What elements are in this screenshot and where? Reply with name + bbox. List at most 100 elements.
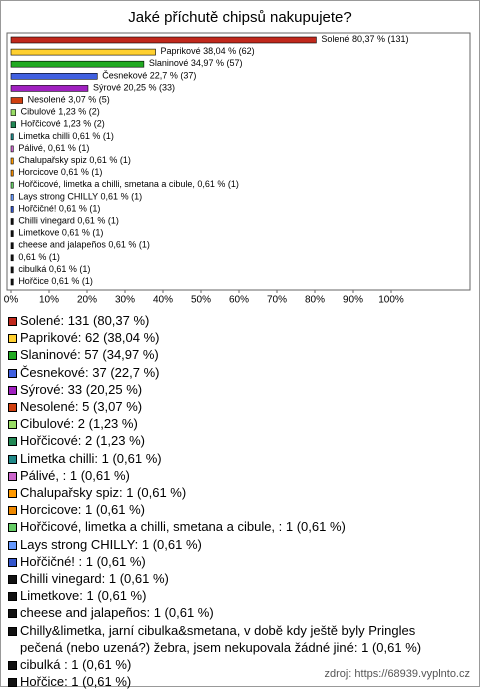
value-label: 0,61 % (1): [48, 143, 90, 153]
legend-label: Hořčice: 1 (0,61 %): [20, 674, 132, 690]
category-label: Limetkove: [18, 228, 59, 238]
value-label: 1,23 % (2): [58, 107, 100, 117]
x-tick-label: 60%: [229, 295, 249, 306]
legend-swatch: [8, 540, 17, 550]
bar: [10, 121, 16, 128]
legend-swatch: [8, 626, 17, 636]
legend-label: cibulká : 1 (0,61 %): [20, 657, 132, 673]
category-label: Cibulové: [21, 107, 56, 117]
category-label: Hořčicové: [21, 119, 61, 129]
value-label: 22,7 % (37): [150, 71, 197, 81]
value-label: 0,61 % (1): [61, 167, 103, 177]
category-label: Pálivé,: [18, 143, 45, 153]
value-label: 38,04 % (62): [203, 46, 255, 56]
legend-item: Limetka chilli: 1 (0,61 %): [8, 450, 448, 467]
legend-item: Cibulové: 2 (1,23 %): [8, 415, 448, 432]
value-label: 0,61 % (1): [72, 131, 114, 141]
legend-label: Chilly&limetka, jarní cibulka&smetana, v…: [20, 622, 422, 655]
legend-swatch: [8, 506, 17, 516]
bar: [10, 157, 14, 165]
bar: [10, 206, 14, 213]
bar: [10, 230, 14, 237]
legend-label: Cibulové: 2 (1,23 %): [20, 416, 138, 432]
chart: Jaké příchutě chipsů nakupujete? 0% 10% 20…: [4, 9, 471, 306]
legend-item: Chilli vinegard: 1 (0,61 %): [8, 570, 448, 587]
category-label: Lays strong CHILLY: [18, 192, 98, 202]
x-tick-label: 10%: [39, 295, 59, 306]
bar-label: Chilli vinegard 0,61 % (1): [18, 216, 119, 226]
value-label: 0,61 % (1): [77, 216, 119, 226]
legend-swatch: [8, 385, 17, 395]
bar: [10, 97, 23, 104]
bar-label: 0,61 % (1): [18, 252, 60, 262]
category-label: cibulká: [18, 264, 46, 274]
bar-label: Hořčice 0,61 % (1): [18, 276, 93, 286]
bar: [10, 36, 317, 44]
value-label: 0,61 % (1): [197, 180, 239, 190]
x-tick-label: 30%: [115, 295, 135, 306]
legend-label: Horcicove: 1 (0,61 %): [20, 502, 145, 518]
legend-label: Hořčičné! : 1 (0,61 %): [20, 553, 146, 569]
bar-label: Paprikové 38,04 % (62): [161, 46, 255, 56]
category-label: Paprikové: [161, 46, 201, 56]
value-label: 0,61 % (1): [49, 264, 91, 274]
legend-label: Česnekové: 37 (22,7 %): [20, 364, 160, 380]
value-label: 0,61 % (1): [51, 276, 93, 286]
legend-item: cheese and jalapeños: 1 (0,61 %): [8, 604, 448, 621]
x-tick-label: 90%: [343, 295, 363, 306]
bar-label: Horcicove 0,61 % (1): [18, 167, 102, 177]
legend-item: Slaninové: 57 (34,97 %): [8, 346, 448, 363]
bar-label: Cibulové 1,23 % (2): [21, 107, 100, 117]
legend-item: Paprikové: 62 (38,04 %): [8, 329, 448, 346]
bar: [10, 278, 14, 286]
legend-swatch: [8, 437, 17, 447]
legend-item: Horcicove: 1 (0,61 %): [8, 501, 448, 518]
bar: [10, 145, 14, 153]
legend-item: Limetkove: 1 (0,61 %): [8, 587, 448, 604]
legend-label: Chilli vinegard: 1 (0,61 %): [20, 571, 169, 587]
category-label: Solené: [321, 34, 349, 44]
category-label: Nesolené: [28, 95, 66, 105]
category-label: Hořčice: [18, 276, 49, 286]
bar: [10, 48, 156, 56]
legend-item: Chilly&limetka, jarní cibulka&smetana, v…: [8, 622, 448, 656]
legend-label: Slaninové: 57 (34,97 %): [20, 347, 159, 363]
legend-item: Hořčicové, limetka a chilli, smetana a c…: [8, 518, 448, 535]
chart-title: Jaké příchutě chipsů nakupujete?: [128, 9, 351, 26]
x-tick-label: 70%: [267, 295, 287, 306]
legend-item: Sýrové: 33 (20,25 %): [8, 381, 448, 398]
value-label: 20,25 % (33): [123, 83, 175, 93]
legend-swatch: [8, 471, 17, 481]
x-tick-label: 20%: [77, 295, 97, 306]
legend-label: Chalupařsky spiz: 1 (0,61 %): [20, 485, 187, 501]
category-label: Hořčicové, limetka a chilli, smetana a c…: [18, 180, 195, 190]
x-tick-label: 40%: [153, 295, 173, 306]
category-label: cheese and jalapeños: [18, 240, 106, 250]
legend-item: cibulká : 1 (0,61 %): [8, 656, 448, 673]
legend-swatch: [8, 368, 17, 378]
legend-swatch: [8, 317, 17, 326]
bar-label: cheese and jalapeños 0,61 % (1): [18, 240, 150, 250]
bar-label: Hořčičné! 0,61 % (1): [18, 204, 100, 214]
bar-label: cibulká 0,61 % (1): [18, 264, 90, 274]
value-label: 0,61 % (1): [59, 204, 101, 214]
bar: [10, 194, 14, 201]
legend-item: Solené: 131 (80,37 %): [8, 312, 448, 329]
value-label: 0,61 % (1): [18, 252, 60, 262]
bar-label: Sýrové 20,25 % (33): [93, 83, 175, 93]
bar-label: Česnekové 22,7 % (37): [102, 71, 196, 81]
value-label: 0,61 % (1): [62, 228, 104, 238]
legend-label: Limetkove: 1 (0,61 %): [20, 588, 147, 604]
bar-label: Nesolené 3,07 % (5): [28, 95, 110, 105]
bar-label: Hořčicové, limetka a chilli, smetana a c…: [18, 180, 239, 190]
legend-swatch: [8, 609, 17, 619]
value-label: 0,61 % (1): [101, 192, 143, 202]
value-label: 3,07 % (5): [68, 95, 110, 105]
x-tick-label: 100%: [378, 295, 404, 306]
legend-label: Paprikové: 62 (38,04 %): [20, 330, 160, 346]
value-label: 80,37 % (131): [352, 34, 409, 44]
legend-item: Pálivé, : 1 (0,61 %): [8, 467, 448, 484]
legend-label: cheese and jalapeños: 1 (0,61 %): [20, 605, 214, 621]
legend-label: Solené: 131 (80,37 %): [20, 313, 150, 328]
bar: [10, 254, 14, 262]
